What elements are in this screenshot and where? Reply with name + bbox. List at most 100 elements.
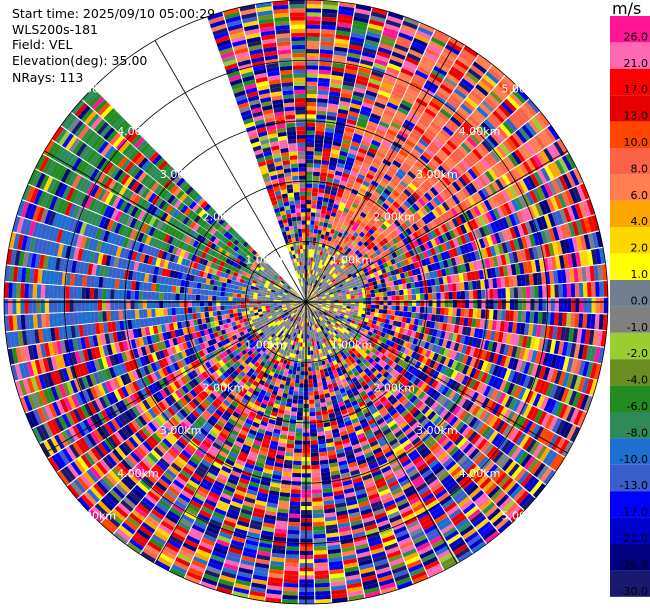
radar-gate xyxy=(329,265,334,270)
radar-gate xyxy=(329,161,337,167)
radar-gate xyxy=(369,218,376,226)
radar-gate xyxy=(509,92,523,107)
radar-gate xyxy=(371,70,384,78)
radar-gate xyxy=(357,71,371,79)
radar-gate xyxy=(430,36,446,48)
radar-gate xyxy=(327,223,333,229)
radar-gate xyxy=(375,128,387,136)
radar-gate xyxy=(333,263,339,269)
radar-gate xyxy=(316,281,320,286)
radar-gate xyxy=(306,293,308,298)
radar-gate xyxy=(335,166,344,173)
radar-gate xyxy=(310,440,318,445)
radar-gate xyxy=(331,256,337,262)
radar-gate xyxy=(350,170,359,178)
radar-gate xyxy=(443,284,449,292)
radar-gate xyxy=(438,149,449,160)
radar-gate xyxy=(310,278,313,283)
radar-gate xyxy=(448,291,453,300)
radar-gate xyxy=(541,311,547,325)
radar-gate xyxy=(310,432,318,437)
radar-gate xyxy=(294,448,302,453)
radar-gate xyxy=(346,296,351,299)
radar-gate xyxy=(325,231,330,237)
radar-gate xyxy=(376,209,384,216)
radar-gate xyxy=(357,252,363,259)
radar-gate xyxy=(497,310,502,321)
radar-gate xyxy=(306,20,321,25)
radar-gate xyxy=(342,194,349,200)
radar-gate xyxy=(534,298,539,311)
radar-gate xyxy=(379,296,384,301)
radar-gate xyxy=(379,39,395,48)
radar-gate xyxy=(595,297,600,314)
radar-gate xyxy=(431,314,436,322)
radar-gate xyxy=(381,35,396,44)
radar-gate xyxy=(321,205,328,211)
radar-gate xyxy=(460,142,472,154)
radar-gate xyxy=(321,230,326,236)
radar-gate xyxy=(369,143,380,151)
radar-gate xyxy=(367,169,376,177)
radar-gate xyxy=(321,285,325,290)
radar-gate xyxy=(366,293,372,298)
radar-gate xyxy=(492,110,505,123)
radar-gate xyxy=(386,196,395,204)
radar-gate xyxy=(366,221,374,229)
radar-gate xyxy=(324,189,331,195)
radar-gate xyxy=(314,403,321,408)
radar-gate xyxy=(392,159,402,168)
radar-gate xyxy=(330,271,335,276)
radar-gate xyxy=(310,220,315,225)
radar-gate xyxy=(481,299,486,309)
radar-gate xyxy=(413,145,425,155)
radar-gate xyxy=(480,77,495,91)
radar-gate xyxy=(311,293,315,297)
radar-gate xyxy=(318,390,325,395)
radar-gate xyxy=(441,51,456,63)
radar-gate xyxy=(318,263,322,268)
radar-gate xyxy=(599,281,604,297)
radar-gate xyxy=(395,305,400,311)
radar-gate xyxy=(390,55,405,64)
radar-gate xyxy=(309,286,312,291)
radar-gate xyxy=(386,101,399,111)
radar-gate xyxy=(407,170,417,180)
radar-gate xyxy=(316,267,320,272)
radar-gate xyxy=(432,33,448,44)
radar-gate xyxy=(338,104,350,111)
radar-gate xyxy=(318,77,330,83)
radar-gate xyxy=(366,151,376,159)
radar-gate xyxy=(313,266,316,271)
radar-gate xyxy=(392,201,401,209)
radar-gate xyxy=(312,261,315,267)
radar-gate xyxy=(308,383,314,388)
radar-gate xyxy=(313,253,317,259)
radar-gate xyxy=(382,78,395,87)
radar-gate xyxy=(327,169,336,175)
radar-gate xyxy=(451,283,457,292)
radar-gate xyxy=(449,136,461,148)
radar-gate xyxy=(462,121,475,133)
radar-gate xyxy=(423,131,435,142)
radar-gate xyxy=(311,200,317,205)
radar-gate xyxy=(435,152,446,162)
radar-gate xyxy=(468,308,474,318)
radar-gate xyxy=(440,292,445,300)
radar-gate xyxy=(309,290,312,295)
radar-gate xyxy=(377,313,383,318)
radar-gate xyxy=(447,119,460,130)
radar-gate xyxy=(461,49,477,61)
radar-gate xyxy=(376,198,384,206)
radar-gate xyxy=(349,192,357,199)
radar-gate xyxy=(400,99,413,109)
radar-gate xyxy=(345,263,351,269)
radar-gate xyxy=(587,298,592,313)
radar-gate xyxy=(456,84,470,97)
radar-gate xyxy=(417,197,427,207)
radar-gate xyxy=(349,255,355,261)
radar-gate xyxy=(345,241,352,248)
radar-gate xyxy=(384,228,392,235)
radar-gate xyxy=(330,237,336,243)
radar-gate xyxy=(319,180,326,186)
